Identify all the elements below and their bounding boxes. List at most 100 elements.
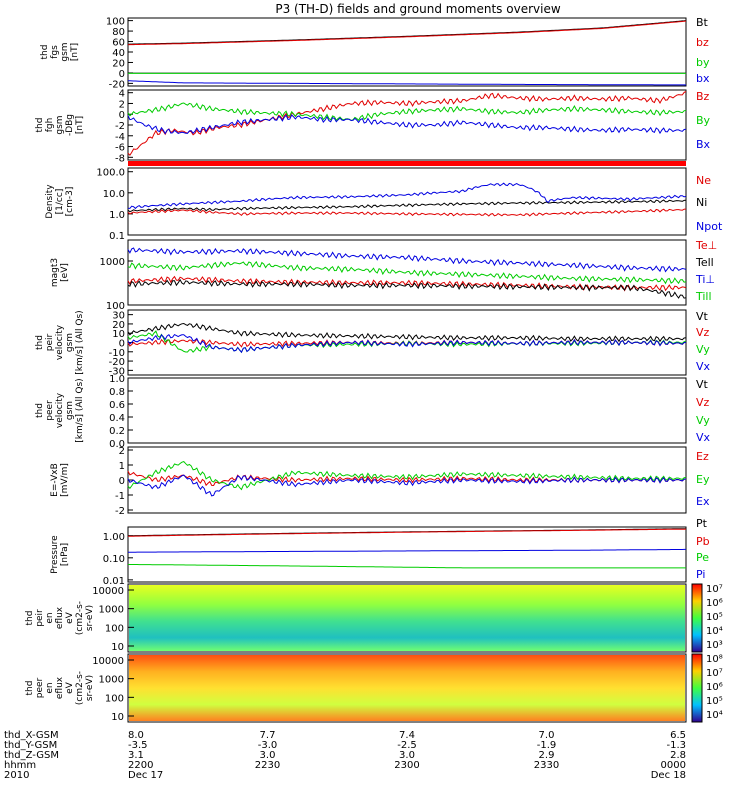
y-tick-label: 0.01 xyxy=(103,576,125,587)
x-axis-tick-label: Dec 18 xyxy=(651,770,686,781)
y-tick-label: 0.0 xyxy=(109,439,125,450)
y-tick-label: -30 xyxy=(109,366,125,377)
legend-entry: Pb xyxy=(696,535,710,548)
legend-entry: Npot xyxy=(696,220,723,233)
series-line-Ex xyxy=(127,474,687,497)
y-tick-label: 0 xyxy=(119,110,125,121)
x-axis-row-label: thd_Z-GSM xyxy=(4,750,59,761)
legend-entry: Bx xyxy=(696,138,711,151)
y-axis-label: velocity xyxy=(55,392,65,428)
y-tick-label: 2 xyxy=(119,446,125,457)
x-axis-tick-label: -2.5 xyxy=(397,740,417,751)
y-axis-label: sr-eV) xyxy=(85,605,95,631)
y-tick-label: 2 xyxy=(119,99,125,110)
x-axis-tick-label: Dec 17 xyxy=(128,770,163,781)
y-tick-label: 0 xyxy=(119,339,125,350)
y-axis-label: en xyxy=(45,682,55,693)
y-tick-label: 0.8 xyxy=(109,387,125,398)
y-axis-label: magt3 xyxy=(50,258,60,287)
series-line-Ne xyxy=(127,208,687,217)
y-axis-label: [nPa] xyxy=(60,543,70,566)
legend-entry: Ni xyxy=(696,196,707,209)
legend-entry: Vt xyxy=(696,310,709,323)
y-axis-label: [cm-3] xyxy=(65,187,75,217)
x-axis-tick-label: 8.0 xyxy=(128,730,144,741)
x-axis-tick-label: 7.0 xyxy=(539,730,555,741)
y-tick-label: 1.0 xyxy=(109,210,125,221)
y-tick-label: -1 xyxy=(115,491,125,502)
legend-entry: Vx xyxy=(696,360,711,373)
panel-frame xyxy=(127,583,687,653)
y-axis-label: gsm xyxy=(55,115,65,134)
x-axis-tick-label: 3.0 xyxy=(399,750,415,761)
series-line-Till xyxy=(127,260,687,285)
y-tick-label: 80 xyxy=(112,27,125,38)
y-tick-label: 0 xyxy=(119,476,125,487)
y-tick-label: 0.10 xyxy=(103,554,125,565)
colorbar-label: 10⁶ xyxy=(706,682,723,693)
series-line-Ti⊥ xyxy=(127,247,687,273)
x-axis-row-label: thd_Y-GSM xyxy=(4,740,57,751)
legend-entry: Bz xyxy=(696,90,710,103)
panel-peer_spec: thd peer en eflux eV (cm2-s-sr-eV) 10000 1000 10… xyxy=(25,653,723,723)
panel-efield: E=-VxB [mV/m] 2 1 0 -1 -2 Ez Ey Ex xyxy=(50,446,710,517)
legend-entry: Ti⊥ xyxy=(695,273,715,286)
y-axis-label: fgs xyxy=(50,45,60,59)
chart-title: P3 (TH-D) fields and ground moments over… xyxy=(275,2,560,16)
panel-frame xyxy=(127,167,687,236)
x-axis-tick-label: 2200 xyxy=(128,760,153,771)
legend-entry: Ne xyxy=(696,174,711,187)
x-axis-tick-label: 2300 xyxy=(394,760,419,771)
legend-entry: Pe xyxy=(696,551,709,564)
legend-entry: Vx xyxy=(696,431,711,444)
y-axis-label: [eV] xyxy=(60,263,70,282)
legend-entry: Pt xyxy=(696,517,708,530)
y-axis-label: (cm2-s- xyxy=(75,671,85,705)
y-axis-label: sr-eV) xyxy=(85,675,95,701)
y-tick-label: 20 xyxy=(112,320,125,331)
y-axis-label: [mV/m] xyxy=(60,463,70,497)
legend-entry: Tell xyxy=(695,256,714,269)
panel-frame xyxy=(127,89,687,161)
y-axis-label: gsm xyxy=(60,42,70,61)
y-tick-label: 30 xyxy=(112,311,125,322)
y-axis-label: fgh xyxy=(45,118,55,133)
x-axis-tick-label: -1.9 xyxy=(537,740,557,751)
y-tick-label: 60 xyxy=(112,38,125,49)
y-axis-label: [1/cc] xyxy=(55,189,65,215)
legend-entry: bx xyxy=(696,72,710,85)
x-axis-tick-label: 2230 xyxy=(255,760,280,771)
series-line-Tell xyxy=(127,278,687,299)
y-tick-label: 0 xyxy=(119,69,125,80)
legend-entry: bz xyxy=(696,36,709,49)
y-axis-label: thd xyxy=(40,45,50,60)
y-axis-label: thd xyxy=(25,681,35,696)
series-line-bz xyxy=(127,20,687,46)
legend-entry: Till xyxy=(695,290,712,303)
y-axis-label: [km/s] (All Qs) xyxy=(75,310,85,374)
y-tick-label: 40 xyxy=(112,48,125,59)
y-axis-label: peir xyxy=(35,609,45,627)
legend-entry: Vy xyxy=(696,414,710,427)
y-tick-label: 0.1 xyxy=(109,231,125,242)
series-line-Pi xyxy=(128,548,686,553)
x-axis-tick-label: -3.0 xyxy=(258,740,278,751)
y-axis-label: [km/s] (All Qs) xyxy=(75,378,85,442)
series-line-Npot xyxy=(127,182,687,210)
x-axis-row-label: thd_X-GSM xyxy=(4,730,59,741)
y-tick-label: 0.6 xyxy=(109,400,125,411)
y-axis-label: [nT] xyxy=(75,116,85,134)
colorbar-label: 10⁷ xyxy=(706,584,723,595)
series-line-Vx xyxy=(127,333,687,354)
panel-density: Density [1/cc] [cm-3] 100.0 10.0 1.0 0.1 Ne Ni Np… xyxy=(45,167,723,242)
y-tick-label: 20 xyxy=(112,58,125,69)
x-axis-tick-label: 0000 xyxy=(661,760,686,771)
colorbar-label: 10⁸ xyxy=(706,654,723,665)
series-line-Ey xyxy=(127,461,687,491)
y-tick-label: 1000 xyxy=(99,605,124,616)
x-axis-tick-label: 2330 xyxy=(534,760,559,771)
y-tick-label: 100 xyxy=(106,17,125,28)
y-tick-label: -20 xyxy=(109,79,125,90)
